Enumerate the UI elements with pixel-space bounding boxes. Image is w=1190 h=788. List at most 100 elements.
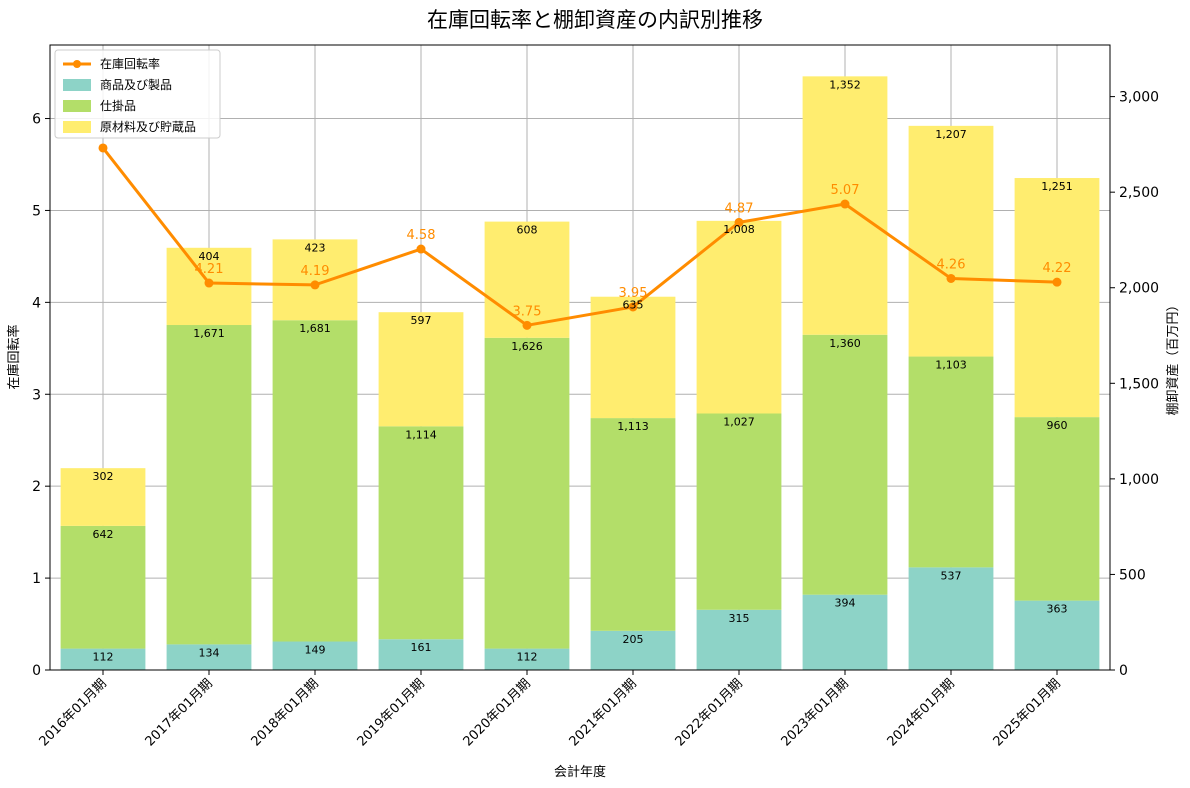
bar-value-label: 315 <box>729 612 750 625</box>
plot-frame <box>49 44 1111 671</box>
line-value-label: 4.19 <box>301 264 330 279</box>
line-point <box>522 320 532 330</box>
y-left-tick-label: 3 <box>32 387 41 403</box>
line-point <box>1052 277 1062 287</box>
bar-value-label: 1,626 <box>511 340 543 353</box>
line-path <box>101 147 1058 327</box>
bar-segment <box>60 468 146 526</box>
y-right-tick-label: 1,500 <box>1119 376 1159 392</box>
bar-value-label: 597 <box>411 314 432 327</box>
bar-value-label: 404 <box>199 250 220 263</box>
bar-value-label: 1,114 <box>405 428 437 441</box>
legend-label: 原材料及び貯蔵品 <box>100 120 196 134</box>
bar-segment <box>166 325 252 645</box>
line-value-label: 4.22 <box>1043 261 1072 276</box>
bar-value-label: 1,360 <box>829 337 861 350</box>
legend-label: 仕掛品 <box>100 98 136 113</box>
y-left-tick-label: 2 <box>32 479 41 495</box>
bar-segment <box>908 125 994 357</box>
bar-segment <box>378 312 464 427</box>
bar-value-label: 642 <box>93 528 114 541</box>
bars <box>60 76 1100 670</box>
legend-label: 在庫回転率 <box>100 56 160 71</box>
bar-value-label: 112 <box>93 651 114 664</box>
bar-segment <box>590 630 676 670</box>
bar-value-label: 112 <box>517 651 538 664</box>
bar-segment <box>908 356 994 568</box>
x-tick-label: 2016年01月期 <box>37 676 110 749</box>
line-point <box>416 244 426 254</box>
legend-swatch <box>63 121 91 133</box>
bar-value-label: 394 <box>835 597 856 610</box>
bar-segment <box>1014 417 1100 601</box>
bar-segment <box>272 239 358 321</box>
bar-value-label: 1,113 <box>617 420 649 433</box>
line-point <box>628 302 638 312</box>
bar-value-label: 1,103 <box>935 359 967 372</box>
line-value-label: 3.75 <box>513 304 542 319</box>
bar-value-label: 134 <box>199 646 220 659</box>
x-tick-label: 2022年01月期 <box>673 676 746 749</box>
y-right-tick-label: 500 <box>1119 567 1146 583</box>
line-value-label: 5.07 <box>831 183 860 198</box>
bar-segment <box>696 220 782 414</box>
bar-value-label: 1,207 <box>935 128 967 141</box>
bar-value-label: 1,671 <box>193 327 225 340</box>
x-axis-label: 会計年度 <box>554 764 606 780</box>
legend-marker <box>73 60 81 68</box>
line-point <box>204 278 214 288</box>
bar-value-label: 537 <box>941 569 962 582</box>
bar-value-label: 1,008 <box>723 223 755 236</box>
y-right-tick-label: 2,500 <box>1119 185 1159 201</box>
bar-value-label: 635 <box>623 299 644 312</box>
x-tick-label: 2020年01月期 <box>461 676 534 749</box>
bar-segment <box>272 641 358 670</box>
x-tick-label: 2018年01月期 <box>249 676 322 749</box>
bar-segment <box>696 413 782 610</box>
x-tick-label: 2021年01月期 <box>567 676 640 749</box>
bar-segment <box>484 337 570 649</box>
bar-segment <box>378 639 464 670</box>
y-right-tick-label: 3,000 <box>1119 90 1159 106</box>
bar-value-label: 960 <box>1047 419 1068 432</box>
bar-segment <box>484 648 570 670</box>
y-axis-right-label: 棚卸資産（百万円） <box>1165 298 1181 415</box>
bar-segment <box>166 644 252 670</box>
y-left-tick-label: 0 <box>32 663 41 679</box>
line-value-label: 4.21 <box>195 262 224 277</box>
bar-value-label: 205 <box>623 633 644 646</box>
bar-segment <box>590 296 676 419</box>
bar-segment <box>60 525 146 649</box>
line-point <box>310 280 320 290</box>
line-value-label: 4.26 <box>937 257 966 272</box>
chart-title: 在庫回転率と棚卸資産の内訳別推移 <box>427 8 763 32</box>
bar-segment <box>590 418 676 631</box>
bar-value-label: 1,251 <box>1041 180 1073 193</box>
bar-segment <box>378 426 464 640</box>
y-right-tick-label: 1,000 <box>1119 472 1159 488</box>
legend-label: 商品及び製品 <box>100 77 172 92</box>
y-left-tick-label: 5 <box>32 203 41 219</box>
y-right-tick-label: 2,000 <box>1119 281 1159 297</box>
bar-segment <box>484 221 570 338</box>
y-right-tick-label: 0 <box>1119 663 1128 679</box>
bar-value-label: 302 <box>93 470 114 483</box>
bar-segment <box>802 594 888 670</box>
bar-segment <box>1014 600 1100 670</box>
legend-swatch <box>63 79 91 91</box>
line-point <box>840 199 850 209</box>
data-labels: 112 134 149 161 112 205 315 394 537 363 642 1,671 1,… <box>93 78 1073 663</box>
bar-segment <box>1014 178 1100 418</box>
bar-value-label: 161 <box>411 641 432 654</box>
bar-segment <box>696 609 782 670</box>
y-left-tick-label: 6 <box>32 112 41 128</box>
bar-segment <box>908 567 994 670</box>
y-left-tick-label: 1 <box>32 571 41 587</box>
bar-value-label: 1,027 <box>723 416 755 429</box>
legend-swatch <box>63 100 91 112</box>
bar-value-label: 149 <box>305 644 326 657</box>
bar-value-label: 1,681 <box>299 322 331 335</box>
line-value-label: 4.87 <box>725 201 754 216</box>
